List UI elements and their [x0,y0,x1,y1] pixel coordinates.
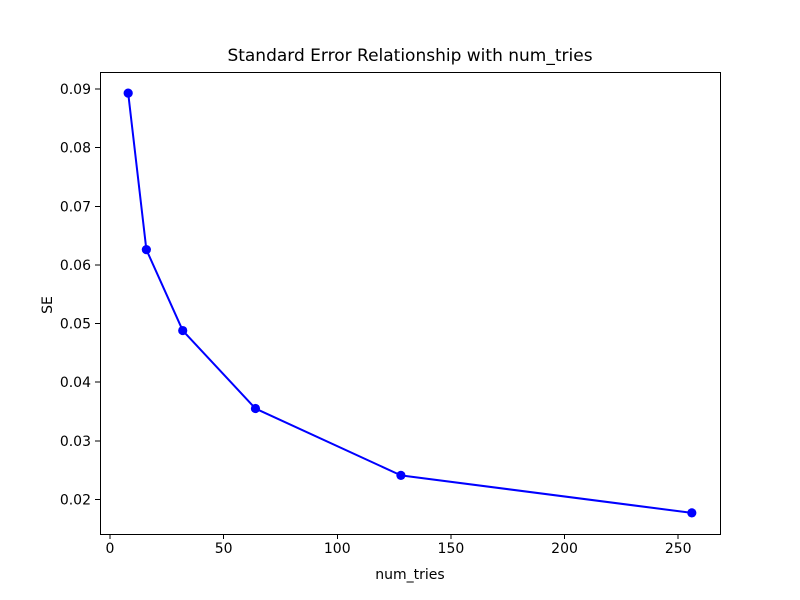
y-tick-label: 0.06 [60,258,91,274]
x-tick-label: 150 [438,541,465,557]
y-tick-label: 0.08 [60,141,91,157]
y-tick-label: 0.07 [60,199,91,215]
data-line [127,92,692,514]
y-tick-label: 0.03 [60,434,91,450]
x-tick-label: 250 [665,541,692,557]
y-tick-label: 0.05 [60,317,91,333]
x-tick-label: 200 [551,541,578,557]
y-axis-label-text: SE [40,296,56,314]
data-point-marker [141,245,151,255]
data-point-marker [250,403,261,414]
y-tick-label: 0.09 [60,82,91,98]
x-tick-label: 100 [324,541,351,557]
y-tick-label: 0.04 [60,375,91,391]
x-tick-label: 50 [215,541,233,557]
x-axis-label: num_tries [375,567,445,583]
chart-title: Standard Error Relationship with num_tri… [227,46,593,66]
data-point-marker [687,508,697,518]
x-tick-label: 0 [106,541,115,557]
data-point-marker [178,325,188,336]
data-point-marker [123,88,133,98]
data-point-marker [396,470,406,480]
y-tick-label: 0.02 [60,492,91,508]
axes-frame [100,72,721,535]
